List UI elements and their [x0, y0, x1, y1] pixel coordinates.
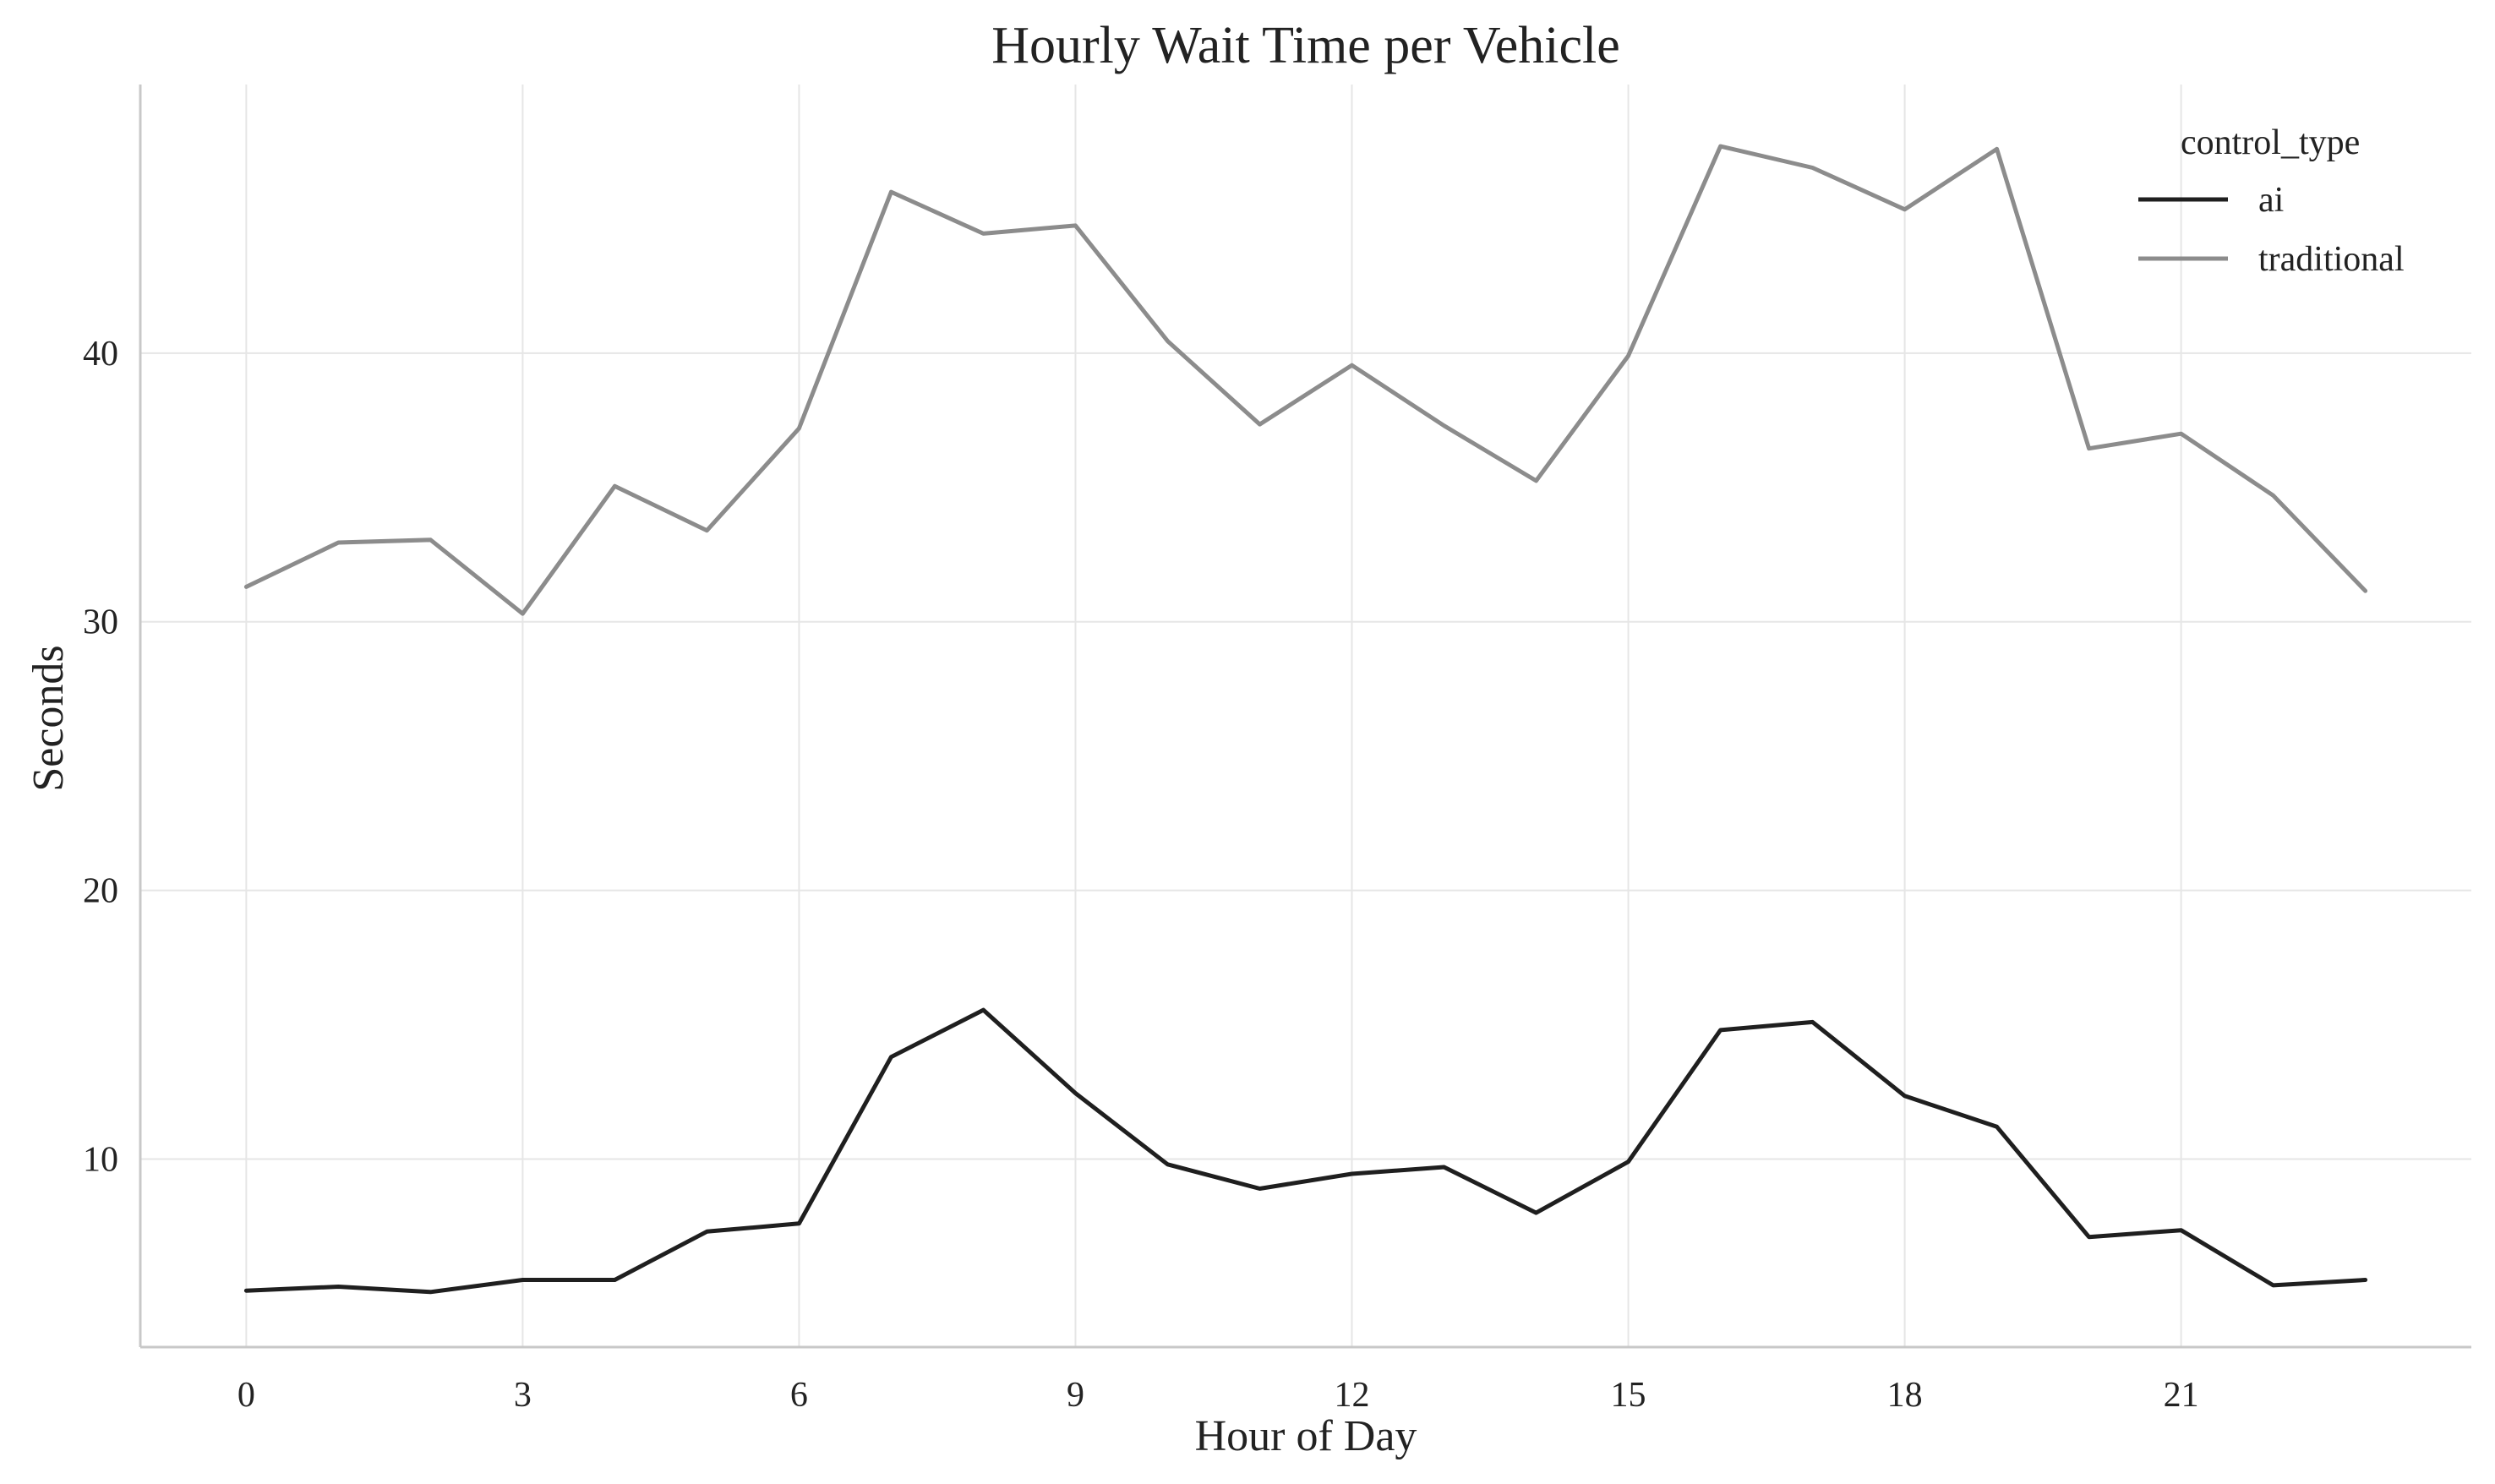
x-tick-label: 12 [1335, 1376, 1370, 1415]
x-tick-label: 6 [790, 1376, 808, 1415]
y-axis-label: Seconds [25, 645, 73, 791]
x-tick-label: 9 [1067, 1376, 1084, 1415]
series-lines [243, 144, 2368, 1295]
legend: control_type ai traditional [2138, 123, 2405, 279]
legend-label-ai: ai [2258, 181, 2284, 220]
x-tick-label: 3 [514, 1376, 532, 1415]
y-tick-label: 30 [83, 603, 118, 642]
series-line-ai [243, 1007, 2368, 1295]
legend-label-traditional: traditional [2258, 240, 2405, 279]
y-tick-label: 10 [83, 1140, 118, 1179]
x-tick-label: 15 [1611, 1376, 1646, 1415]
y-tick-label: 40 [83, 335, 118, 374]
x-axis-label: Hour of Day [1195, 1412, 1417, 1460]
y-tick-label: 20 [83, 872, 118, 911]
series-line-traditional [243, 144, 2368, 616]
x-tick-label: 0 [237, 1376, 255, 1415]
y-tick-labels: 10 20 30 40 [83, 335, 118, 1180]
x-tick-label: 18 [1887, 1376, 1923, 1415]
x-tick-labels: 0 3 6 9 12 15 18 21 [237, 1376, 2199, 1415]
legend-title: control_type [2181, 123, 2360, 162]
grid [140, 85, 2471, 1347]
x-tick-label: 21 [2164, 1376, 2199, 1415]
chart-title: Hourly Wait Time per Vehicle [991, 17, 1620, 74]
